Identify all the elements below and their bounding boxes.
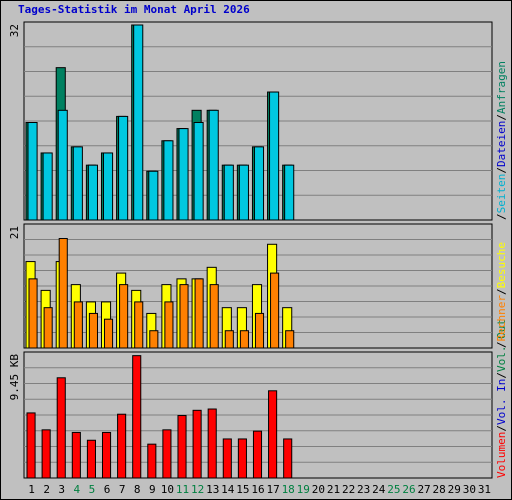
bar-rechner: [134, 301, 144, 349]
day-label: 25: [387, 483, 400, 496]
bar-volumen: [71, 431, 81, 479]
legend-visits: /Rechner/Besuche: [495, 242, 508, 348]
day-label: 18: [282, 483, 295, 496]
day-label: 15: [236, 483, 249, 496]
panel-0-ymax-label: 32: [8, 24, 21, 37]
bar-dateien: [208, 109, 219, 221]
bar-rechner: [224, 330, 234, 349]
bar-rechner: [43, 307, 53, 349]
day-label: 23: [357, 483, 370, 496]
bar-volumen: [192, 409, 202, 479]
day-label: 20: [312, 483, 325, 496]
day-label: 7: [119, 483, 126, 496]
bar-volumen: [162, 429, 172, 479]
bar-volumen: [177, 415, 187, 479]
bar-volumen: [117, 413, 127, 479]
bar-dateien: [72, 146, 83, 221]
bar-volumen: [101, 431, 112, 479]
bar-volumen: [56, 377, 66, 479]
day-label: 11: [176, 483, 189, 496]
legend-requests: /Seiten/Dateien/Anfragen: [495, 61, 508, 220]
bar-volumen: [26, 412, 36, 479]
day-label: 1: [28, 483, 35, 496]
bar-dateien: [284, 164, 295, 221]
day-label: 30: [463, 483, 476, 496]
bar-volumen: [268, 390, 278, 479]
day-label: 4: [74, 483, 81, 496]
bar-dateien: [102, 152, 114, 221]
day-label: 29: [448, 483, 461, 496]
bar-rechner: [194, 278, 204, 349]
day-label: 16: [251, 483, 264, 496]
bar-rechner: [88, 312, 98, 349]
chart-title: Tages-Statistik im Monat April 2026: [18, 3, 250, 16]
bar-volumen: [86, 439, 96, 479]
day-label: 27: [417, 483, 430, 496]
bar-dateien: [163, 140, 174, 221]
bar-rechner: [254, 312, 265, 349]
bar-rechner: [239, 330, 249, 349]
bar-dateien: [42, 152, 53, 221]
bar-rechner: [73, 301, 83, 349]
day-label: 3: [58, 483, 65, 496]
bar-volumen: [41, 429, 51, 479]
day-label: 19: [297, 483, 310, 496]
day-label: 24: [372, 483, 386, 496]
bar-dateien: [118, 115, 129, 221]
bar-rechner: [58, 238, 68, 349]
bar-volumen: [147, 443, 157, 479]
bar-dateien: [238, 164, 249, 221]
bar-rechner: [285, 330, 295, 349]
day-label: 31: [478, 483, 491, 496]
day-label: 21: [327, 483, 340, 496]
bar-dateien: [27, 122, 38, 221]
bar-rechner: [119, 284, 129, 349]
day-label: 5: [89, 483, 96, 496]
bar-dateien: [178, 128, 189, 221]
day-label: 9: [149, 483, 156, 496]
panel-1-ymax-label: 21: [8, 226, 21, 239]
day-label: 14: [221, 483, 235, 496]
bar-dateien: [193, 122, 204, 221]
bar-rechner: [179, 284, 189, 349]
bar-dateien: [87, 164, 98, 221]
day-label: 13: [206, 483, 219, 496]
day-label: 12: [191, 483, 204, 496]
day-label: 8: [134, 483, 141, 496]
day-label: 22: [342, 483, 355, 496]
bar-dateien: [148, 170, 159, 221]
bar-volumen: [252, 430, 263, 479]
bar-rechner: [28, 278, 38, 349]
day-label: 28: [433, 483, 446, 496]
bar-volumen: [222, 438, 232, 479]
bar-volumen: [237, 438, 247, 479]
panel-2-ymax-label: 9.45 KB: [8, 354, 21, 401]
day-label: 26: [402, 483, 415, 496]
day-label: 10: [161, 483, 174, 496]
bar-rechner: [209, 284, 219, 349]
bar-rechner: [270, 272, 280, 349]
bar-rechner: [103, 318, 114, 349]
day-label: 2: [43, 483, 50, 496]
legend-volume: Volumen/Vol. In/Vol. Out: [495, 319, 508, 478]
bar-rechner: [149, 330, 159, 349]
bar-dateien: [253, 146, 265, 221]
bar-rechner: [164, 301, 174, 349]
bar-volumen: [207, 408, 217, 479]
bar-dateien: [269, 91, 280, 221]
bar-dateien: [223, 164, 234, 221]
bar-dateien: [133, 24, 144, 221]
day-label: 17: [266, 483, 279, 496]
day-label: 6: [104, 483, 111, 496]
bar-dateien: [57, 109, 68, 221]
bar-volumen: [283, 438, 293, 479]
bar-volumen: [132, 355, 142, 479]
